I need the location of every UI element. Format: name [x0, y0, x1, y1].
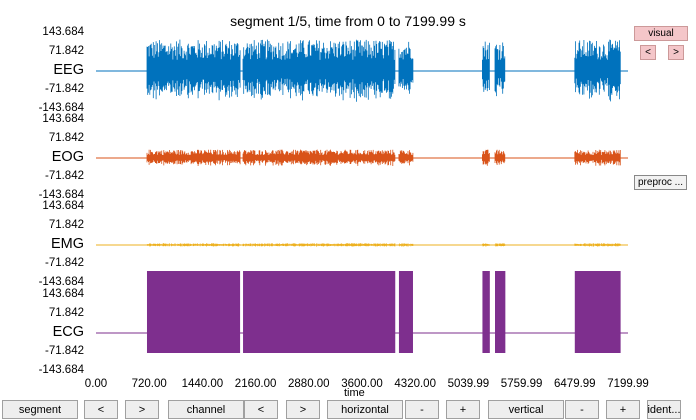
y-tick-label: -71.842	[44, 170, 84, 182]
y-tick-label: 71.842	[48, 132, 84, 144]
y-tick-label: 143.684	[42, 288, 84, 300]
signal-burst	[494, 149, 506, 165]
signal-burst	[242, 39, 396, 102]
signal-burst	[482, 149, 490, 166]
signal-burst	[574, 271, 621, 353]
signal-burst	[242, 149, 396, 166]
channel-button[interactable]: channel	[168, 400, 244, 419]
signal-burst	[398, 150, 414, 166]
y-tick-label: 143.684	[42, 113, 84, 125]
x-tick-label: 2160.00	[234, 378, 277, 390]
vertical-plus-button[interactable]: +	[606, 400, 640, 419]
vertical-minus-button[interactable]: -	[565, 400, 599, 419]
channel-label-emg: EMG	[50, 236, 84, 252]
signal-burst	[494, 243, 506, 247]
signal-burst	[482, 41, 490, 92]
y-tick-label: -143.684	[38, 364, 84, 376]
x-tick-label: 5039.99	[447, 378, 490, 390]
trace-emg	[96, 243, 628, 247]
y-tick-label: -143.684	[38, 276, 84, 288]
plot-title: segment 1/5, time from 0 to 7199.99 s	[230, 13, 466, 29]
preprocess-button[interactable]: preproc ...	[634, 175, 687, 190]
horizontal-minus-button[interactable]: -	[405, 400, 439, 419]
channel-label-eeg: EEG	[53, 62, 84, 78]
y-tick-label: 71.842	[48, 219, 84, 231]
signal-burst	[398, 271, 413, 353]
vertical-button[interactable]: vertical	[488, 400, 564, 419]
y-tick-label: 143.684	[42, 26, 84, 38]
signal-burst	[482, 243, 490, 247]
segment-button[interactable]: segment	[2, 400, 78, 419]
channel-prev-button[interactable]: <	[244, 400, 278, 419]
x-tick-label: 5759.99	[500, 378, 543, 390]
x-tick-label: 0.00	[84, 378, 108, 390]
x-tick-label: 2880.00	[288, 378, 330, 390]
channel-label-ecg: ECG	[52, 324, 84, 340]
y-tick-label: -71.842	[44, 345, 84, 357]
x-tick-label: 6479.99	[554, 378, 596, 390]
y-tick-label: 71.842	[48, 45, 84, 57]
identify-button[interactable]: ident...	[647, 400, 681, 419]
y-tick-label: -71.842	[44, 83, 84, 95]
signal-burst	[574, 149, 621, 166]
visual-button[interactable]: visual	[634, 26, 688, 41]
signal-burst	[242, 243, 396, 247]
signal-traces	[96, 39, 628, 353]
signal-burst	[146, 243, 241, 247]
signal-burst	[494, 42, 506, 97]
visual-prev-button[interactable]: <	[640, 45, 656, 60]
signal-burst	[574, 39, 621, 102]
signal-burst	[398, 41, 414, 94]
signal-burst	[495, 271, 506, 353]
signal-burst	[243, 271, 396, 353]
y-tick-label: 143.684	[42, 200, 84, 212]
y-tick-label: -143.684	[38, 102, 84, 114]
horizontal-button[interactable]: horizontal	[327, 400, 403, 419]
x-tick-label: 3600.00	[341, 378, 383, 390]
channel-label-eog: EOG	[51, 149, 84, 165]
signal-burst	[146, 39, 241, 101]
signal-burst	[146, 271, 241, 353]
segment-next-button[interactable]: >	[125, 400, 159, 419]
trace-ecg	[96, 271, 628, 353]
x-tick-label: 1440.00	[181, 378, 224, 390]
channel-next-button[interactable]: >	[286, 400, 320, 419]
signal-burst	[482, 271, 490, 353]
horizontal-plus-button[interactable]: +	[446, 400, 480, 419]
x-tick-label: 7199.99	[607, 378, 649, 390]
x-tick-label: 720.00	[131, 378, 167, 390]
signal-burst	[574, 243, 621, 247]
segment-prev-button[interactable]: <	[84, 400, 118, 419]
visual-next-button[interactable]: >	[668, 45, 684, 60]
x-tick-label: 4320.00	[394, 378, 436, 390]
trace-eog	[96, 149, 628, 166]
y-tick-label: 71.842	[48, 307, 84, 319]
y-tick-label: -143.684	[38, 189, 84, 201]
y-tick-label: -71.842	[44, 257, 84, 269]
signal-burst	[398, 243, 414, 247]
trace-eeg	[96, 39, 628, 102]
signal-burst	[146, 149, 241, 166]
time-axis-label: time	[344, 387, 365, 399]
